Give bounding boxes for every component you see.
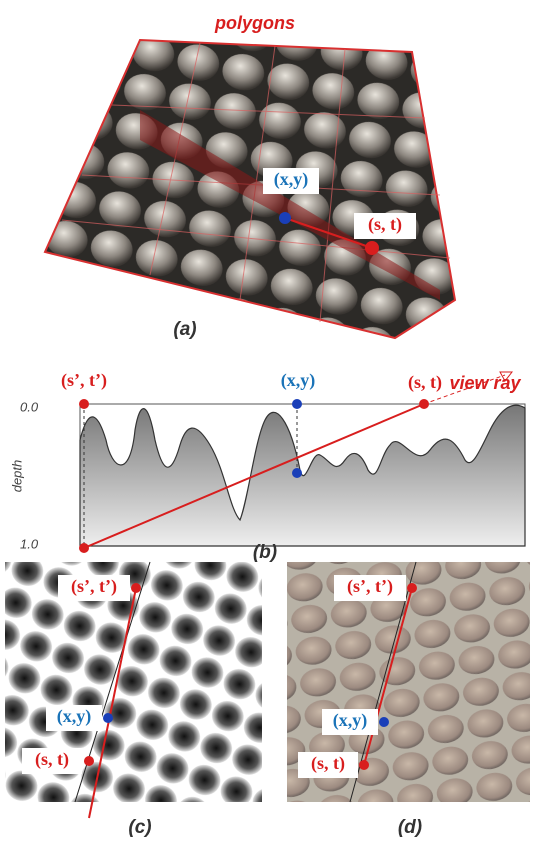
label-st: (s, t) (35, 749, 69, 770)
panel-a: polygons (x,y) (s, t) (a) (40, 13, 470, 350)
depth-top: 0.0 (20, 399, 39, 414)
point (79, 399, 89, 409)
label-st: (s, t) (408, 372, 442, 393)
view-ray-label: view ray (449, 373, 521, 393)
point-xy (279, 212, 291, 224)
panel-c: (s’, t’) (x,y) (s, t) (c) (5, 562, 262, 838)
polygons-label: polygons (214, 13, 295, 33)
point (292, 468, 302, 478)
label-xy: (x,y) (57, 706, 92, 727)
point-st (365, 241, 379, 255)
point (407, 583, 417, 593)
label-s2t2: (s’, t’) (71, 576, 117, 597)
caption-a: (a) (173, 319, 196, 340)
point (79, 543, 89, 553)
label-xy: (x,y) (333, 710, 368, 731)
panel-b: (s’, t’) (x,y) (s, t) view ray 0.0 1.0 d… (9, 370, 525, 563)
figure: polygons (x,y) (s, t) (a) (s’, t’) (x,y)… (0, 0, 537, 844)
caption-b: (b) (253, 542, 277, 563)
caption-d: (d) (398, 817, 422, 838)
point (131, 583, 141, 593)
depth-axis: depth (9, 460, 24, 493)
label-st: (s, t) (368, 214, 402, 235)
label-s2t2: (s’, t’) (61, 370, 107, 391)
point (292, 399, 302, 409)
depth-bottom: 1.0 (20, 536, 39, 551)
point (419, 399, 429, 409)
label-xy: (x,y) (274, 169, 309, 190)
label-s2t2: (s’, t’) (347, 576, 393, 597)
panel-d: (s’, t’) (x,y) (s, t) (d) (287, 562, 530, 838)
point (379, 717, 389, 727)
label-st: (s, t) (311, 753, 345, 774)
caption-c: (c) (128, 817, 151, 838)
label-xy: (x,y) (281, 370, 316, 391)
point (359, 760, 369, 770)
point (103, 713, 113, 723)
point (84, 756, 94, 766)
